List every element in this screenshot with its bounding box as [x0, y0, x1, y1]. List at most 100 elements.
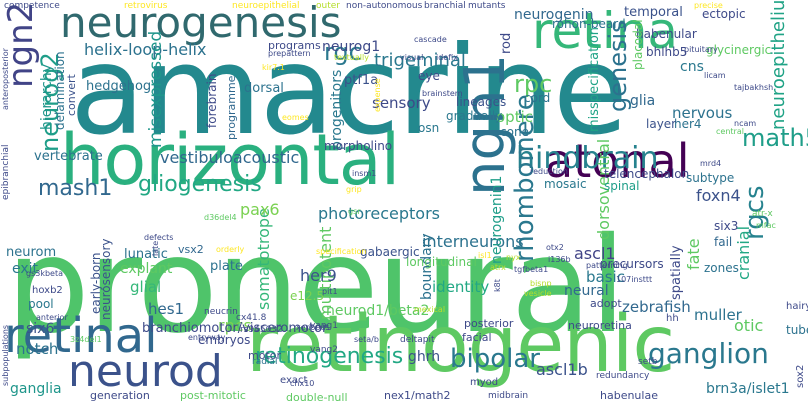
word: retinogenesis [255, 344, 404, 369]
word: rs945032 [240, 325, 283, 335]
word: morpholino [324, 139, 393, 153]
word: tajbakhsh [734, 83, 774, 92]
word: neurogenin1 [489, 175, 505, 264]
word: pax6 [240, 200, 280, 219]
word: precursors [600, 257, 664, 271]
word: setb [638, 357, 658, 367]
word: optic [496, 108, 533, 126]
word: sox2 [795, 364, 806, 388]
word: central [716, 127, 744, 136]
word: mfac [756, 221, 776, 230]
word: radial [252, 357, 278, 367]
word: nyx [506, 253, 521, 262]
word: osn [418, 121, 440, 135]
word: ganglia [10, 381, 62, 397]
word: programs [268, 39, 321, 52]
word: horizontal [60, 119, 400, 201]
word: otx2 [546, 243, 564, 252]
word: competence [4, 1, 60, 11]
word: branchiomotor/visceromotor [142, 321, 328, 336]
word: vang2 [310, 345, 338, 355]
word: defects [144, 233, 174, 242]
word: i136b [548, 255, 571, 264]
word: patterning [586, 261, 628, 270]
word: habenulae [600, 389, 658, 402]
word: bhlhb5 [646, 45, 688, 59]
word: mash1 [38, 176, 113, 201]
word: 107insttt [616, 275, 653, 284]
word: nex1/math2 [384, 389, 451, 402]
word: explant [120, 261, 173, 277]
word: insm1 [352, 169, 377, 178]
word: anterior [36, 313, 68, 322]
word: gradually [446, 109, 503, 123]
word: orderly [216, 245, 245, 254]
word: her9 [300, 266, 337, 285]
word: gabaergic [360, 245, 420, 259]
word: spatially [669, 245, 684, 300]
word: neuroepithelium [768, 0, 789, 130]
word: six3 [714, 219, 739, 233]
word: specification [316, 247, 367, 256]
word: gsr [348, 207, 361, 216]
word: motor [248, 349, 282, 362]
word: neuroepithelial [232, 1, 300, 11]
word: placodal [631, 19, 645, 70]
word: six6 [26, 321, 55, 337]
word: vertebrate [34, 149, 103, 164]
word: photoreceptors [318, 204, 440, 223]
word: cns [680, 59, 704, 75]
word: interneurons [422, 232, 524, 251]
word: cx41.8 [236, 313, 267, 323]
word: identity [432, 278, 490, 296]
word: genesis [604, 20, 632, 112]
word: longitudinal [406, 255, 477, 269]
word: pool [28, 297, 54, 311]
word: midbrain [488, 391, 529, 401]
word: glycinergic [706, 43, 772, 57]
word: tube [786, 323, 808, 337]
word: brainstem [422, 89, 463, 98]
word: vang1 [310, 321, 338, 331]
word: grip [346, 185, 362, 194]
word: bisnp [530, 279, 552, 288]
word: neuroretina [568, 319, 632, 332]
word: trigeminal [374, 50, 466, 71]
word: neucrin [204, 307, 238, 317]
word: exit [12, 261, 39, 277]
word: neurogenin [514, 7, 594, 23]
word: rpc [514, 70, 553, 98]
word: glial [130, 278, 162, 296]
word: subpopulations [1, 324, 10, 386]
word: sensory [372, 94, 431, 112]
word: fail [714, 235, 733, 249]
word: notch [16, 340, 59, 358]
word: pituitary [684, 45, 718, 54]
word: rgc [324, 38, 362, 66]
word: cascade [414, 35, 447, 44]
word: 3z4del1 [70, 335, 102, 344]
word: foxn4 [696, 186, 741, 205]
word: somatotrope [254, 208, 273, 310]
word: glia [630, 93, 656, 109]
word: hoxb2 [32, 285, 63, 296]
word: seta/b [354, 335, 379, 344]
word: hedgehog [86, 79, 152, 94]
word: progenitors [329, 69, 345, 150]
word: bipolar [450, 344, 540, 374]
word: mutants [468, 1, 506, 11]
word: gs3kbeta [26, 269, 64, 278]
word: programme [225, 75, 238, 140]
word: retrovirus [124, 1, 168, 11]
word: ectopic [702, 7, 746, 21]
word: retinal [4, 308, 158, 364]
word: outer [316, 1, 340, 11]
word: habenular [636, 27, 697, 41]
word: expense [373, 78, 382, 112]
word: deltapit [400, 335, 435, 345]
word: textually [334, 53, 369, 62]
word: neural [564, 283, 609, 299]
word: dorsal [244, 81, 284, 96]
word: entryway [188, 333, 226, 342]
word: late [151, 240, 160, 256]
